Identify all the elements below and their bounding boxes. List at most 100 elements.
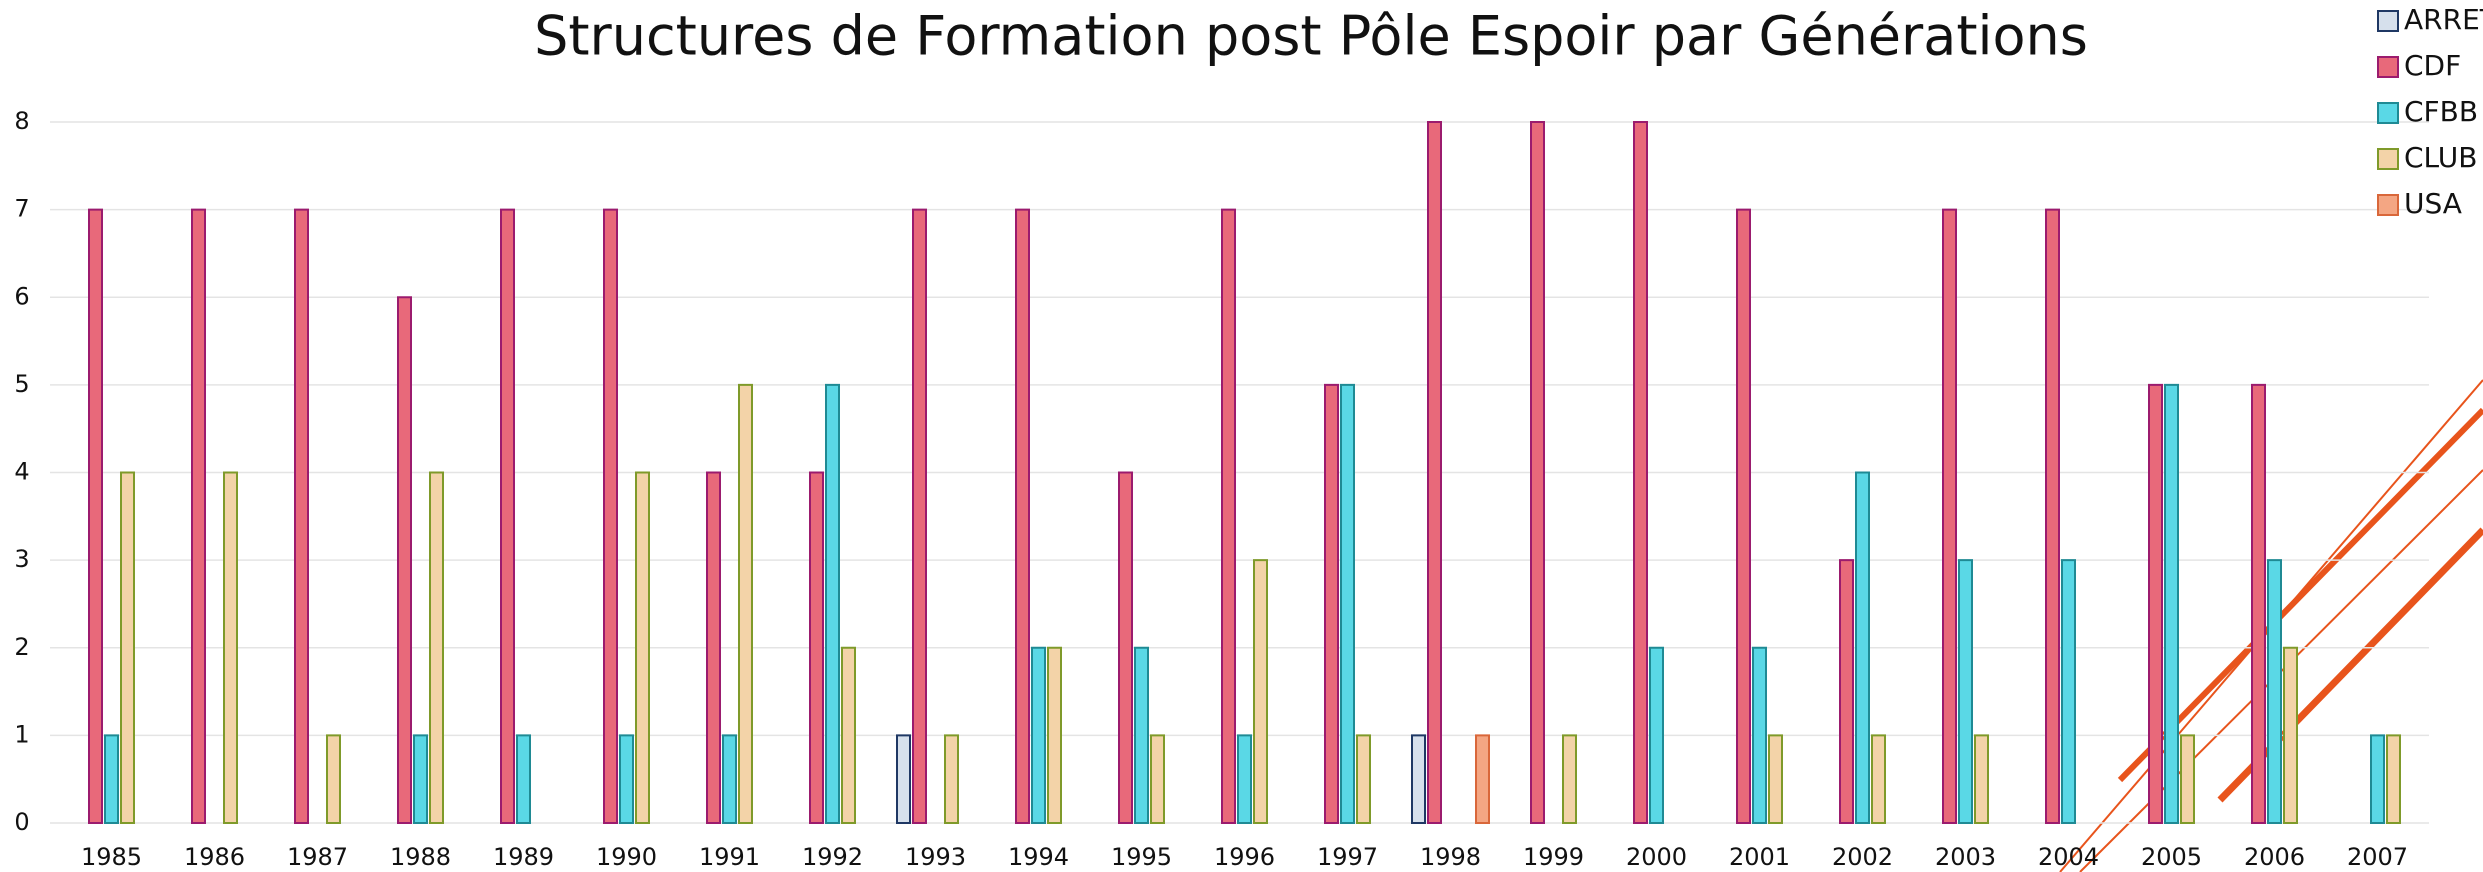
bar [326,734,341,824]
legend-swatch [2377,194,2399,216]
y-tick-label: 8 [14,107,29,135]
x-tick-label: 1998 [1420,843,1481,871]
bar [1855,471,1870,824]
bar [1031,646,1046,824]
x-tick-label: 1989 [493,843,554,871]
bar [809,471,824,824]
bar [1768,734,1783,824]
x-tick-label: 2000 [1626,843,1687,871]
bar [1134,646,1149,824]
bar [912,208,927,824]
bar [1562,734,1577,824]
bar [1475,734,1490,824]
bar [2045,208,2060,824]
x-tick-label: 1996 [1214,843,1275,871]
bar [120,471,135,824]
y-tick-label: 5 [14,370,29,398]
bar [841,646,856,824]
legend-label: USA [2404,187,2462,220]
x-tick-label: 2003 [1935,843,1996,871]
x-tick-label: 1992 [802,843,863,871]
bar [429,471,444,824]
bar [104,734,119,824]
bar [413,734,428,824]
bar [1649,646,1664,824]
y-tick-label: 1 [14,720,29,748]
bar [1237,734,1252,824]
bar [2148,383,2163,824]
bar [1253,559,1268,824]
bar [2267,559,2282,824]
bar [1118,471,1133,824]
bar [1958,559,1973,824]
bar [1871,734,1886,824]
y-tick-label: 2 [14,633,29,661]
bar [397,296,412,824]
bar [1633,121,1648,824]
bar [603,208,618,824]
x-tick-label: 1993 [905,843,966,871]
bar [2386,734,2401,824]
x-tick-label: 1999 [1523,843,1584,871]
y-tick-label: 6 [14,282,29,310]
legend-swatch [2377,102,2399,124]
bar [516,734,531,824]
bar [1736,208,1751,824]
bar [2061,559,2076,824]
bar [1752,646,1767,824]
bar [1221,208,1236,824]
legend-label: CFBB [2404,95,2478,128]
bar [1015,208,1030,824]
legend-label: CDF [2404,49,2461,82]
x-tick-label: 1991 [699,843,760,871]
bar [1974,734,1989,824]
bar [500,208,515,824]
x-tick-label: 2001 [1729,843,1790,871]
bar [944,734,959,824]
bar [191,208,206,824]
bar [706,471,721,824]
legend-swatch [2377,56,2399,78]
bar [635,471,650,824]
x-tick-label: 2002 [1832,843,1893,871]
x-tick-label: 2005 [2141,843,2202,871]
x-tick-label: 2006 [2244,843,2305,871]
bar [88,208,103,824]
bar [738,383,753,824]
bar [1427,121,1442,824]
bar [2283,646,2298,824]
x-tick-label: 2004 [2038,843,2099,871]
bar [2180,734,2195,824]
bar [294,208,309,824]
bar [1356,734,1371,824]
bar [1047,646,1062,824]
x-tick-label: 1986 [184,843,245,871]
bar [1324,383,1339,824]
x-tick-label: 1997 [1317,843,1378,871]
bar [2164,383,2179,824]
bar [619,734,634,824]
bar [1530,121,1545,824]
x-tick-label: 1990 [596,843,657,871]
y-tick-label: 3 [14,545,29,573]
chart-title: Structures de Formation post Pôle Espoir… [534,5,2088,68]
bar [1839,559,1854,824]
bar [1411,734,1426,824]
y-tick-label: 0 [14,808,29,836]
x-tick-label: 2007 [2347,843,2408,871]
bar [1942,208,1957,824]
x-tick-label: 1988 [390,843,451,871]
legend-swatch [2377,148,2399,170]
bar [2251,383,2266,824]
bar [1340,383,1355,824]
y-tick-label: 4 [14,458,29,486]
legend-label: CLUB [2404,141,2477,174]
y-tick-label: 7 [14,195,29,223]
x-tick-label: 1985 [81,843,142,871]
x-tick-label: 1995 [1111,843,1172,871]
x-tick-label: 1987 [287,843,348,871]
x-tick-label: 1994 [1008,843,1069,871]
legend-swatch [2377,10,2399,32]
bar [896,734,911,824]
